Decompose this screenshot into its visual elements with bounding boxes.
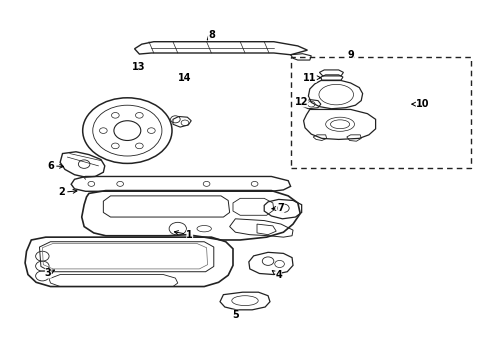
Text: 8: 8 xyxy=(207,30,215,40)
Text: 6: 6 xyxy=(47,161,64,171)
Text: 14: 14 xyxy=(178,73,192,83)
Text: 4: 4 xyxy=(272,270,282,280)
Text: 13: 13 xyxy=(132,62,145,72)
Bar xyxy=(291,57,471,168)
Text: 1: 1 xyxy=(174,230,193,240)
Text: 7: 7 xyxy=(272,203,284,213)
Text: 12: 12 xyxy=(295,98,309,107)
Text: 11: 11 xyxy=(303,73,321,83)
Text: 3: 3 xyxy=(45,269,54,279)
Text: 2: 2 xyxy=(58,187,77,197)
Text: 9: 9 xyxy=(347,50,354,60)
Text: 5: 5 xyxy=(232,310,239,320)
Text: 10: 10 xyxy=(412,99,429,109)
